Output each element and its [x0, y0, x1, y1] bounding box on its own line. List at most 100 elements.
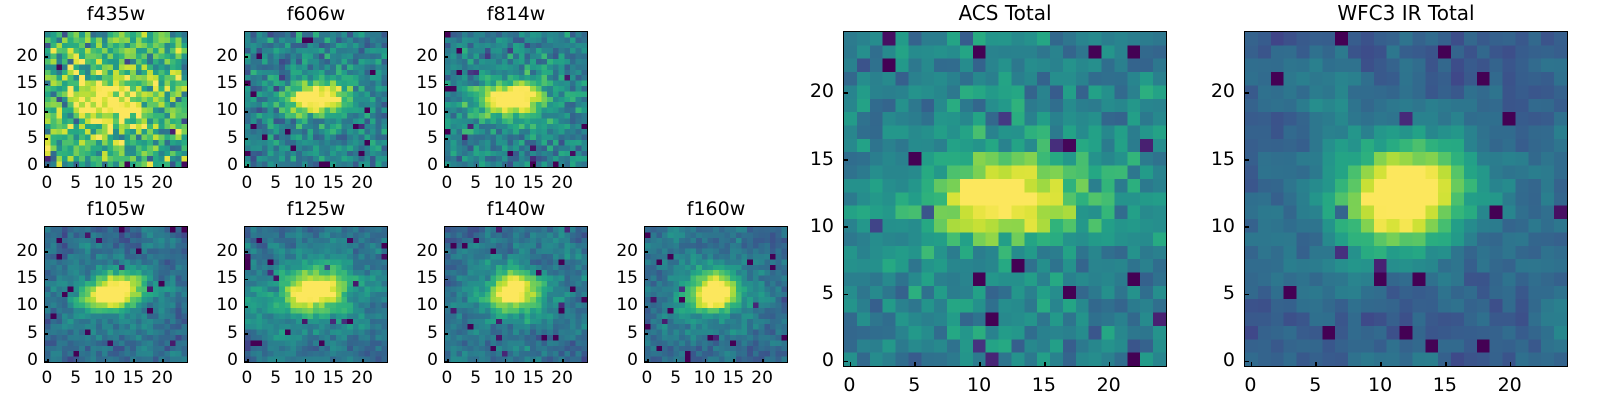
ytick-mark-f435w-10 [45, 110, 48, 113]
ytick-mark-f160w-10 [645, 305, 648, 308]
panel-title-wfc3-ir-total: WFC3 IR Total [1337, 1, 1475, 25]
ytick-mark-f140w-20 [445, 251, 448, 253]
xtick-label-acs-total-15: 15 [1031, 374, 1056, 396]
xtick-mark-f606w-10 [304, 164, 307, 167]
ytick-mark-f105w-5 [45, 333, 48, 335]
xtick-label-f814w-20: 20 [551, 173, 573, 193]
heatmap-image-acs-total [844, 32, 1166, 366]
ytick-label-f435w-5: 5 [27, 127, 38, 148]
xtick-mark-f125w-5 [275, 359, 278, 362]
ytick-mark-f105w-20 [45, 251, 48, 253]
axes-acs-total [843, 31, 1167, 367]
xtick-label-f160w-0: 0 [641, 368, 653, 388]
xtick-label-f105w-15: 15 [122, 368, 145, 388]
xtick-mark-f140w-20 [562, 359, 564, 362]
ytick-mark-f606w-0 [245, 165, 248, 167]
ytick-mark-f160w-0 [645, 360, 648, 362]
ytick-mark-f105w-15 [45, 278, 48, 281]
xtick-mark-f606w-20 [362, 164, 364, 167]
xtick-mark-wfc3-ir-total-15 [1445, 362, 1447, 366]
axes-f435w [44, 31, 188, 168]
panel-f814w: f814w 0 5 10 15 20 0 5 10 15 20 [416, 3, 588, 193]
panel-acs-total: ACS Total 0 5 10 15 20 0 5 10 15 20 [810, 1, 1167, 396]
panel-title-f814w: f814w [486, 3, 546, 25]
xtick-label-f105w-5: 5 [70, 368, 82, 388]
ytick-mark-f814w-15 [445, 83, 448, 86]
xtick-mark-f140w-10 [504, 359, 507, 362]
axes-f606w [244, 31, 388, 168]
axes-f160w [644, 226, 788, 363]
heatmap-image-f814w [445, 32, 587, 167]
ytick-label-wfc3-ir-total-20: 20 [1210, 80, 1235, 103]
xtick-label-f160w-5: 5 [670, 368, 682, 388]
ytick-mark-f814w-10 [445, 110, 448, 113]
ytick-label-f814w-15: 15 [416, 73, 438, 94]
ytick-mark-f814w-5 [445, 138, 448, 140]
xtick-mark-wfc3-ir-total-20 [1509, 362, 1512, 366]
xtick-label-f140w-0: 0 [441, 368, 453, 388]
ytick-mark-f125w-10 [245, 305, 248, 308]
panel-title-acs-total: ACS Total [958, 1, 1052, 25]
panel-f105w: f105w 0 5 10 15 20 0 5 10 15 20 [16, 198, 188, 388]
xtick-label-wfc3-ir-total-5: 5 [1309, 374, 1322, 396]
heatmap-image-f140w [445, 227, 587, 362]
xtick-mark-f125w-0 [247, 359, 249, 362]
ytick-label-acs-total-0: 0 [821, 349, 834, 372]
ytick-mark-f814w-0 [445, 165, 448, 167]
xtick-label-f435w-20: 20 [151, 173, 173, 193]
ytick-mark-f140w-0 [445, 360, 448, 362]
ytick-label-f140w-0: 0 [427, 350, 438, 371]
ytick-label-f814w-5: 5 [427, 127, 438, 148]
ytick-label-f105w-20: 20 [16, 240, 38, 261]
xtick-mark-f125w-20 [362, 359, 364, 362]
heatmap-image-f606w [245, 32, 387, 167]
xtick-mark-f160w-10 [704, 359, 707, 362]
ytick-mark-f160w-15 [645, 278, 648, 281]
xtick-label-wfc3-ir-total-15: 15 [1432, 374, 1457, 396]
ytick-mark-f814w-20 [445, 56, 448, 58]
ytick-label-wfc3-ir-total-10: 10 [1210, 214, 1235, 237]
xtick-label-f160w-15: 15 [722, 368, 745, 388]
ytick-label-f125w-10: 10 [216, 295, 238, 316]
ytick-label-f105w-15: 15 [16, 268, 38, 289]
ytick-mark-f125w-20 [245, 251, 248, 253]
ytick-mark-f435w-0 [45, 165, 48, 167]
panel-f125w: f125w 0 5 10 15 20 0 5 10 15 20 [216, 198, 388, 388]
ytick-label-f140w-15: 15 [416, 268, 438, 289]
xtick-label-f140w-20: 20 [551, 368, 573, 388]
ytick-label-f160w-5: 5 [627, 322, 638, 343]
xtick-mark-f435w-0 [47, 164, 49, 167]
ytick-label-f140w-5: 5 [427, 322, 438, 343]
xtick-mark-acs-total-20 [1108, 362, 1111, 366]
xtick-mark-f160w-0 [647, 359, 649, 362]
xtick-label-f606w-20: 20 [351, 173, 373, 193]
ytick-mark-f140w-5 [445, 333, 448, 335]
ytick-label-f125w-15: 15 [216, 268, 238, 289]
xtick-label-acs-total-10: 10 [966, 374, 992, 396]
xtick-label-f606w-0: 0 [241, 173, 253, 193]
ytick-mark-f606w-15 [245, 83, 248, 86]
xtick-label-f105w-20: 20 [151, 368, 173, 388]
ytick-label-f814w-20: 20 [416, 45, 438, 66]
ytick-label-f105w-0: 0 [27, 350, 38, 371]
xtick-mark-f814w-5 [475, 164, 478, 167]
xtick-mark-f435w-5 [75, 164, 78, 167]
xtick-label-f606w-10: 10 [293, 173, 316, 193]
xtick-mark-f814w-15 [533, 164, 536, 167]
heatmap-image-f435w [45, 32, 187, 167]
ytick-mark-wfc3-ir-total-10 [1245, 226, 1249, 228]
xtick-label-f105w-0: 0 [41, 368, 53, 388]
ytick-label-acs-total-20: 20 [809, 80, 834, 103]
xtick-mark-f105w-15 [133, 359, 136, 362]
xtick-label-wfc3-ir-total-0: 0 [1244, 374, 1257, 396]
ytick-label-f160w-20: 20 [616, 240, 638, 261]
xtick-label-acs-total-0: 0 [843, 374, 856, 396]
xtick-mark-acs-total-15 [1044, 362, 1046, 366]
ytick-label-wfc3-ir-total-15: 15 [1210, 147, 1235, 170]
xtick-label-f125w-0: 0 [241, 368, 253, 388]
axes-f814w [444, 31, 588, 168]
ytick-label-wfc3-ir-total-0: 0 [1222, 349, 1235, 372]
xtick-mark-f606w-5 [275, 164, 278, 167]
ytick-label-f125w-0: 0 [227, 350, 238, 371]
